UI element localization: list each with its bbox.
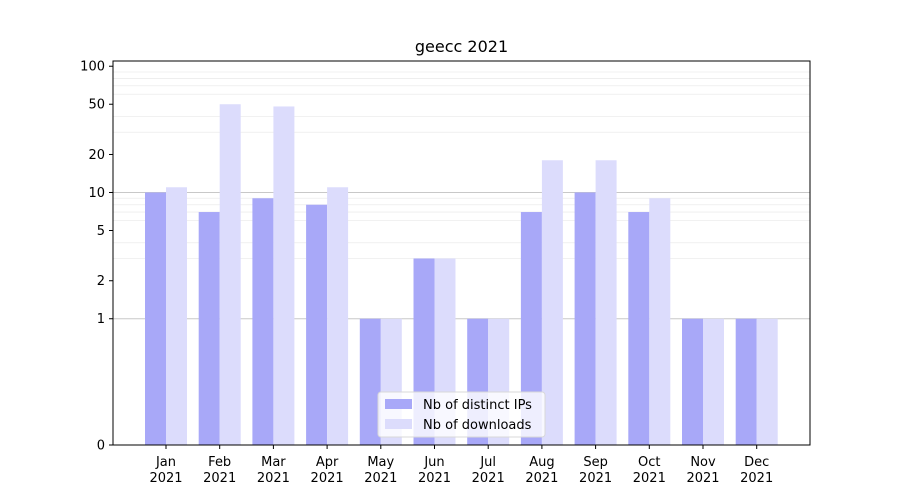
bar-distinct-ips: [198, 212, 220, 445]
x-tick-label: Apr 2021: [311, 455, 344, 486]
x-axis: Jan 2021 Feb 2021 Mar 2021 Apr 2021 May 2021 Jun 20…: [149, 445, 773, 486]
y-tick-label: 5: [97, 224, 105, 239]
bar-distinct-ips: [628, 212, 650, 445]
bar-downloads: [327, 187, 349, 446]
legend-label: Nb of distinct IPs: [423, 398, 532, 413]
x-tick-label: Sep 2021: [579, 455, 612, 486]
bar-downloads: [166, 187, 187, 446]
plot-frame: [112, 60, 811, 446]
bar-distinct-ips: [574, 192, 596, 445]
bar-distinct-ips: [735, 318, 757, 445]
x-tick-label: Mar 2021: [257, 455, 290, 486]
x-tick-label: May 2021: [364, 455, 397, 486]
bar-distinct-ips: [359, 318, 381, 445]
x-tick-label: Dec 2021: [740, 455, 773, 486]
y-tick-label: 0: [97, 439, 105, 454]
y-tick-label: 2: [97, 274, 105, 289]
bar-downloads: [273, 106, 295, 445]
y-tick-label: 1: [97, 312, 105, 327]
legend-swatch: [385, 399, 412, 409]
legend-box: [377, 391, 546, 438]
y-tick-label: 10: [88, 186, 105, 201]
x-tick-label: Feb 2021: [203, 455, 236, 486]
x-tick-label: Nov 2021: [686, 455, 719, 486]
y-tick-label: 100: [80, 60, 105, 75]
x-tick-label: Jun 2021: [418, 455, 451, 486]
bar-downloads: [703, 318, 724, 445]
bar-distinct-ips: [252, 198, 274, 445]
legend-swatch: [385, 419, 412, 429]
legend-label: Nb of downloads: [423, 418, 532, 433]
bar-downloads: [595, 160, 617, 446]
bar-downloads: [649, 198, 671, 445]
y-axis: 0 1 2 5 10 20 50 100: [80, 60, 113, 454]
y-tick-label: 50: [88, 98, 105, 113]
bar-downloads: [756, 318, 778, 445]
bar-distinct-ips: [682, 318, 703, 445]
x-tick-label: Jan 2021: [149, 455, 182, 486]
bar-downloads: [541, 160, 563, 446]
x-tick-label: Jul 2021: [472, 455, 505, 486]
bar-distinct-ips: [520, 212, 542, 445]
x-tick-label: Aug 2021: [525, 455, 558, 486]
bar-downloads: [219, 104, 241, 445]
y-tick-label: 20: [88, 148, 105, 163]
x-tick-label: Oct 2021: [633, 455, 666, 486]
bars: [145, 104, 778, 446]
chart-title: geecc 2021: [415, 37, 508, 56]
bar-distinct-ips: [306, 204, 328, 445]
legend: Nb of distinct IPs Nb of downloads: [377, 391, 546, 438]
bar-distinct-ips: [145, 192, 166, 445]
